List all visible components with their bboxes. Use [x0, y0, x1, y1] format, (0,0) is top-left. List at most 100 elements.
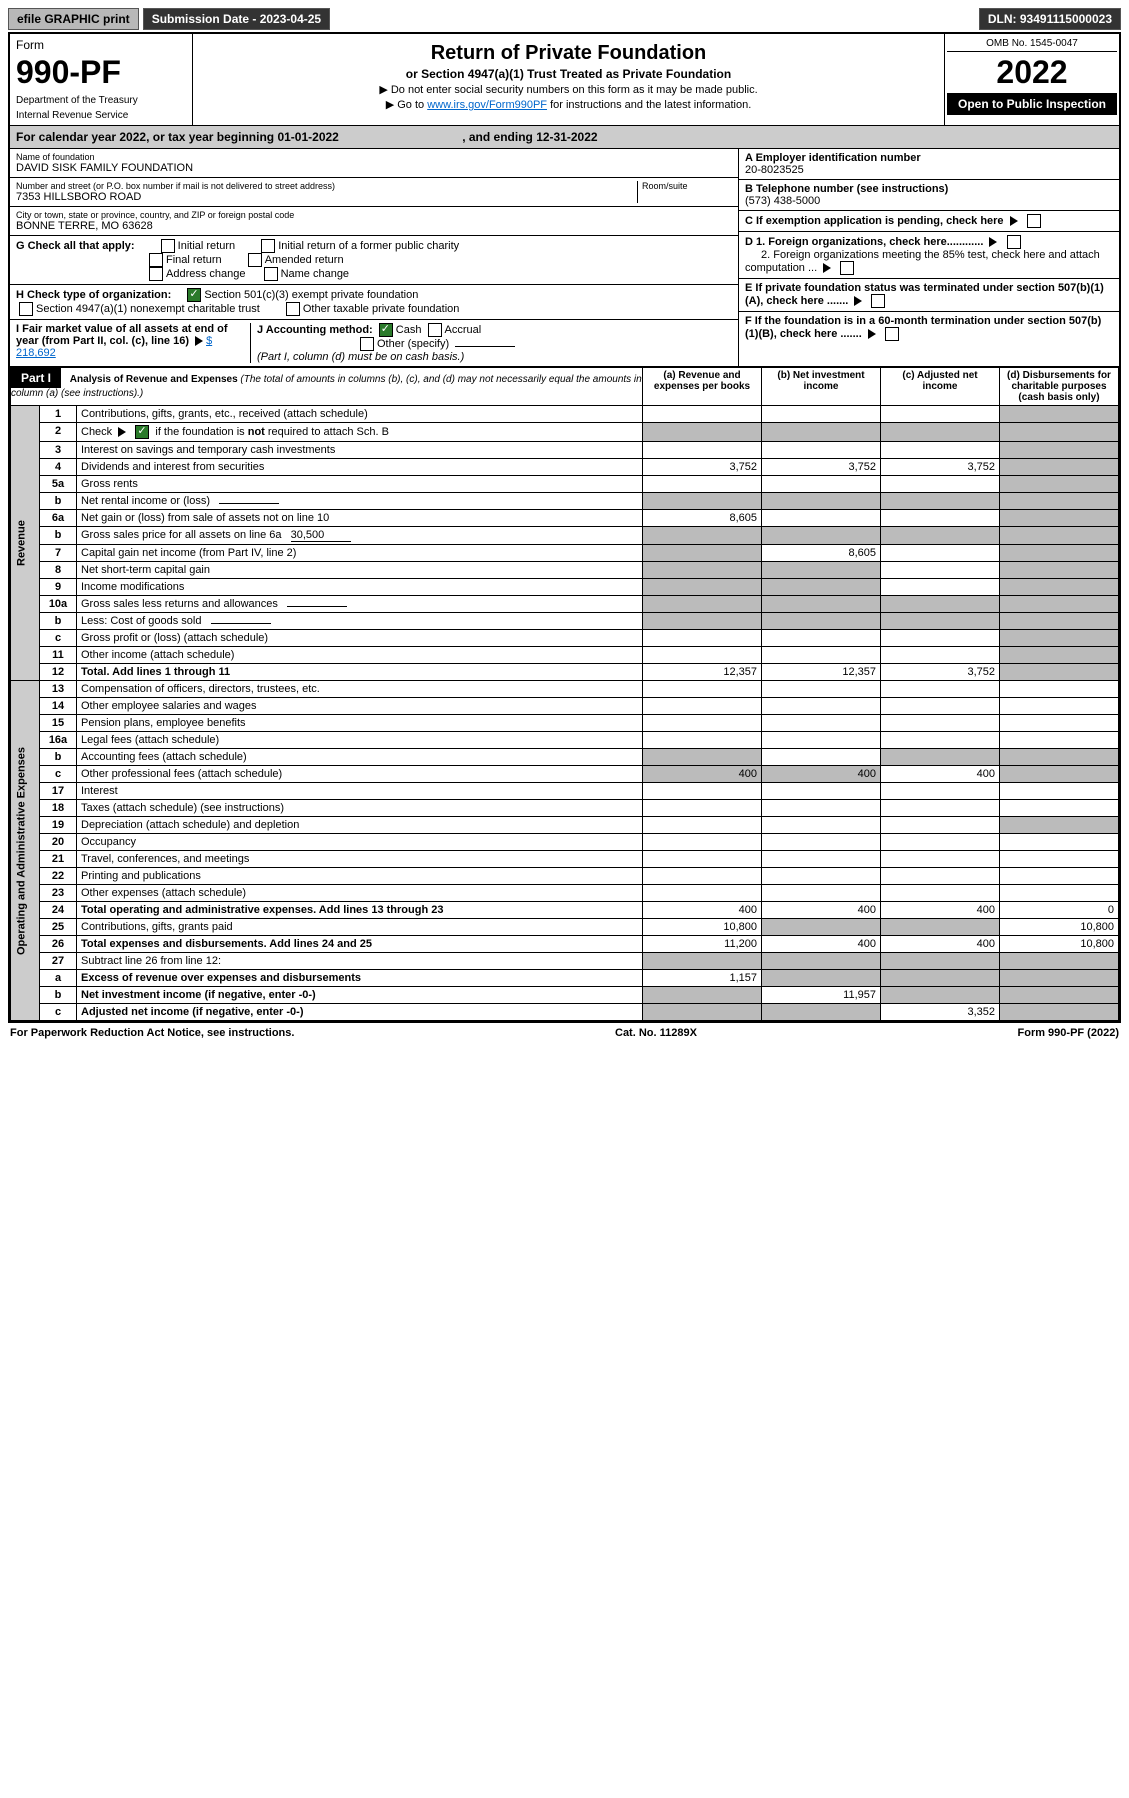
cell	[881, 406, 1000, 423]
note-link: ▶ Go to www.irs.gov/Form990PF for instru…	[203, 98, 934, 111]
j2: Accrual	[445, 324, 482, 336]
row-desc: Dividends and interest from securities	[77, 459, 643, 476]
cell	[1000, 953, 1119, 970]
omb-number: OMB No. 1545-0047	[947, 36, 1117, 52]
chk-address[interactable]	[149, 267, 163, 281]
cell	[881, 783, 1000, 800]
cell	[881, 596, 1000, 613]
row-num: 18	[40, 800, 77, 817]
cell: 400	[762, 766, 881, 783]
row-num: c	[40, 1004, 77, 1021]
cell: 3,752	[881, 664, 1000, 681]
cell	[762, 613, 881, 630]
room-label: Room/suite	[642, 181, 732, 191]
chk-other-taxable[interactable]	[286, 302, 300, 316]
cell	[881, 953, 1000, 970]
chk-e[interactable]	[871, 294, 885, 308]
row-num: 21	[40, 851, 77, 868]
part1-table: Part I Analysis of Revenue and Expenses …	[10, 367, 1119, 1021]
cell	[643, 817, 762, 834]
cell	[881, 732, 1000, 749]
chk-cash[interactable]	[379, 323, 393, 337]
cell	[1000, 613, 1119, 630]
cell	[762, 579, 881, 596]
chk-final[interactable]	[149, 253, 163, 267]
row-desc: Net investment income (if negative, ente…	[77, 987, 643, 1004]
row-num: 3	[40, 442, 77, 459]
cell	[881, 919, 1000, 936]
cell	[1000, 715, 1119, 732]
cell	[1000, 698, 1119, 715]
chk-4947[interactable]	[19, 302, 33, 316]
row-num: b	[40, 613, 77, 630]
chk-name[interactable]	[264, 267, 278, 281]
col-a-header: (a) Revenue and expenses per books	[643, 368, 762, 406]
arrow-icon	[868, 329, 876, 339]
row-num: 2	[40, 423, 77, 442]
chk-amended[interactable]	[248, 253, 262, 267]
row-num: 5a	[40, 476, 77, 493]
chk-other-method[interactable]	[360, 337, 374, 351]
cell	[762, 800, 881, 817]
cell	[643, 698, 762, 715]
row-num: 17	[40, 783, 77, 800]
chk-initial-former[interactable]	[261, 239, 275, 253]
row-desc: Total. Add lines 1 through 11	[77, 664, 643, 681]
cell: 12,357	[643, 664, 762, 681]
row-desc: Less: Cost of goods sold	[77, 613, 643, 630]
efile-print-button[interactable]: efile GRAPHIC print	[8, 8, 139, 30]
arrow-icon	[823, 263, 831, 273]
row-desc: Pension plans, employee benefits	[77, 715, 643, 732]
cell	[881, 800, 1000, 817]
chk-c[interactable]	[1027, 214, 1041, 228]
form-subtitle: or Section 4947(a)(1) Trust Treated as P…	[203, 67, 934, 81]
cell	[762, 596, 881, 613]
cell	[1000, 579, 1119, 596]
submission-date-button[interactable]: Submission Date - 2023-04-25	[143, 8, 330, 30]
cell: 11,200	[643, 936, 762, 953]
row-desc: Interest on savings and temporary cash i…	[77, 442, 643, 459]
row-desc: Gross sales less returns and allowances	[77, 596, 643, 613]
row-desc: Occupancy	[77, 834, 643, 851]
cell	[643, 749, 762, 766]
cell	[881, 698, 1000, 715]
row-num: a	[40, 970, 77, 987]
chk-d2[interactable]	[840, 261, 854, 275]
cell: 8,605	[762, 545, 881, 562]
row-num: 11	[40, 647, 77, 664]
cell	[643, 442, 762, 459]
row-num: 20	[40, 834, 77, 851]
cell	[1000, 562, 1119, 579]
chk-f[interactable]	[885, 327, 899, 341]
cell	[1000, 510, 1119, 527]
chk-initial[interactable]	[161, 239, 175, 253]
row-desc: Taxes (attach schedule) (see instruction…	[77, 800, 643, 817]
cell	[881, 527, 1000, 545]
irs-link[interactable]: www.irs.gov/Form990PF	[427, 99, 547, 111]
row-num: 1	[40, 406, 77, 423]
cell	[881, 970, 1000, 987]
chk-accrual[interactable]	[428, 323, 442, 337]
cell	[643, 579, 762, 596]
chk-d1[interactable]	[1007, 235, 1021, 249]
caly-mid: , and ending	[462, 130, 536, 144]
city-label: City or town, state or province, country…	[16, 210, 732, 220]
part1-title: Analysis of Revenue and Expenses	[70, 374, 238, 385]
row-desc: Contributions, gifts, grants, etc., rece…	[77, 406, 643, 423]
cell	[881, 987, 1000, 1004]
g2: Initial return of a former public charit…	[278, 240, 459, 252]
cell	[881, 493, 1000, 510]
form-label: Form	[16, 38, 186, 52]
row-desc: Gross profit or (loss) (attach schedule)	[77, 630, 643, 647]
note2-post: for instructions and the latest informat…	[547, 99, 751, 111]
cell	[1000, 783, 1119, 800]
cell	[762, 851, 881, 868]
cell	[643, 868, 762, 885]
cell	[1000, 630, 1119, 647]
row-num: 6a	[40, 510, 77, 527]
row-num: 24	[40, 902, 77, 919]
arrow-icon	[195, 336, 203, 346]
chk-501c3[interactable]	[187, 288, 201, 302]
cell	[643, 476, 762, 493]
cell	[762, 1004, 881, 1021]
